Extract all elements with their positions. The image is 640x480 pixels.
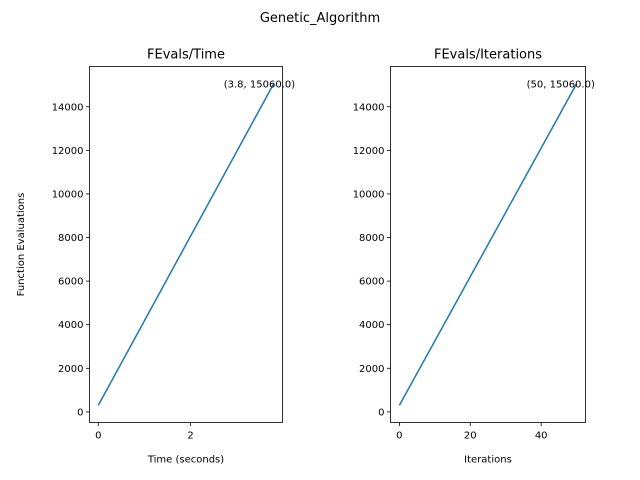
y-tick-label: 6000 [359,277,384,288]
y-tick-label: 12000 [353,146,385,157]
y-tick-label: 6000 [58,277,83,288]
y-tick-label: 0 [378,407,384,418]
x-tick-label: 0 [396,431,402,442]
x-tick-label: 20 [464,431,477,442]
y-tick-label: 10000 [353,189,385,200]
subplot-fevals-time: FEvals/Time 0 2 0 2000 4000 6000 8000 10000 12000… [16,48,295,466]
y-axis-label: Function Evaluations [16,193,27,297]
y-tick-label: 8000 [359,233,384,244]
axes-title: FEvals/Iterations [434,48,542,63]
series-line [398,83,578,406]
y-tick-label: 0 [77,407,83,418]
y-tick-label: 10000 [52,189,84,200]
x-tick-label: 40 [535,431,548,442]
y-tick-label: 4000 [58,320,83,331]
subplot-fevals-iterations: FEvals/Iterations 0 20 40 0 2000 4000 6000 8000 1… [353,48,595,466]
y-tick-label: 14000 [52,102,84,113]
data-annotation: (3.8, 15060.0) [224,80,296,91]
x-tick-label: 2 [187,431,193,442]
y-tick-label: 4000 [359,320,384,331]
y-tick-label: 2000 [58,364,83,375]
data-annotation: (50, 15060.0) [527,80,595,91]
x-axis-label: Time (seconds) [147,455,224,466]
y-tick-label: 12000 [52,146,84,157]
y-tick-label: 14000 [353,102,385,113]
figure-suptitle: Genetic_Algorithm [260,11,380,26]
axes-frame [89,66,283,423]
axes-title: FEvals/Time [147,48,225,63]
x-tick-label: 0 [95,431,101,442]
y-tick-label: 2000 [359,364,384,375]
axes-frame [390,66,586,423]
series-line [97,83,275,406]
y-tick-label: 8000 [58,233,83,244]
x-axis-label: Iterations [464,455,512,466]
